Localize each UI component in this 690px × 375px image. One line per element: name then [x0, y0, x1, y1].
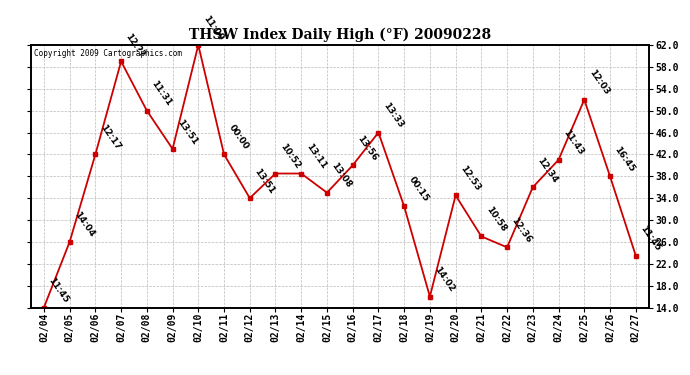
Text: 11:43: 11:43 [562, 128, 585, 157]
Text: 13:08: 13:08 [330, 161, 353, 190]
Text: 13:11: 13:11 [304, 142, 328, 171]
Text: 14:02: 14:02 [433, 265, 457, 294]
Title: THSW Index Daily High (°F) 20090228: THSW Index Daily High (°F) 20090228 [189, 28, 491, 42]
Text: 14:04: 14:04 [72, 210, 97, 239]
Text: 12:??: 12:?? [124, 32, 146, 58]
Text: 13:56: 13:56 [355, 134, 380, 162]
Text: 12:53: 12:53 [458, 164, 482, 193]
Text: 12:36: 12:36 [510, 216, 533, 244]
Text: 13:51: 13:51 [253, 167, 276, 195]
Text: 11:45: 11:45 [638, 224, 662, 253]
Text: 10:52: 10:52 [278, 142, 302, 171]
Text: 13:33: 13:33 [381, 101, 405, 130]
Text: 11:31: 11:31 [150, 79, 173, 108]
Text: 00:00: 00:00 [227, 123, 250, 152]
Text: 12:34: 12:34 [535, 156, 560, 184]
Text: 12:17: 12:17 [98, 123, 122, 152]
Text: 16:45: 16:45 [613, 145, 637, 174]
Text: 12:03: 12:03 [587, 68, 611, 97]
Text: 13:51: 13:51 [175, 117, 199, 146]
Text: Copyright 2009 Cartographics.com: Copyright 2009 Cartographics.com [34, 49, 182, 58]
Text: 10:58: 10:58 [484, 205, 508, 234]
Text: 11:45: 11:45 [47, 276, 70, 305]
Text: 11:09: 11:09 [201, 13, 225, 42]
Text: 00:15: 00:15 [407, 175, 431, 204]
